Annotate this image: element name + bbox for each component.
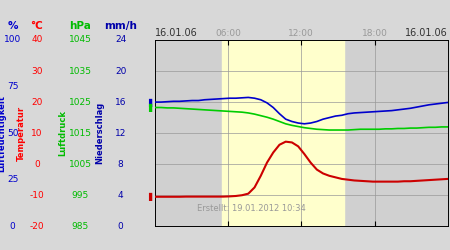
Text: 0: 0: [34, 160, 40, 169]
Text: hPa: hPa: [69, 21, 91, 31]
Text: 4: 4: [118, 191, 123, 200]
Text: Temperatur: Temperatur: [17, 106, 26, 161]
Text: ▌: ▌: [148, 103, 155, 112]
Text: mm/h: mm/h: [104, 21, 137, 31]
Text: 20: 20: [31, 98, 43, 106]
Text: 8: 8: [118, 160, 123, 169]
Text: 40: 40: [31, 36, 43, 44]
Text: 1015: 1015: [68, 128, 92, 138]
Text: 1005: 1005: [68, 160, 92, 169]
Text: 75: 75: [7, 82, 18, 91]
Text: 24: 24: [115, 36, 126, 44]
Text: ▌: ▌: [148, 192, 155, 201]
Text: -10: -10: [30, 191, 44, 200]
Text: 0: 0: [10, 222, 15, 231]
Text: Luftfeuchtigkeit: Luftfeuchtigkeit: [0, 94, 7, 172]
Text: °C: °C: [31, 21, 43, 31]
Text: 25: 25: [7, 175, 18, 184]
Text: %: %: [7, 21, 18, 31]
Text: 30: 30: [31, 66, 43, 76]
Text: 0: 0: [118, 222, 123, 231]
Text: Niederschlag: Niederschlag: [95, 102, 104, 164]
Text: 1045: 1045: [69, 36, 91, 44]
Text: Erstellt: 19.01.2012 10:34: Erstellt: 19.01.2012 10:34: [197, 204, 306, 213]
Text: 16.01.06: 16.01.06: [155, 28, 198, 38]
Text: Luftdruck: Luftdruck: [58, 110, 68, 156]
Text: 1025: 1025: [69, 98, 91, 106]
Text: ▌: ▌: [148, 98, 155, 106]
Text: 16: 16: [115, 98, 126, 106]
Text: 1035: 1035: [68, 66, 92, 76]
Text: -20: -20: [30, 222, 44, 231]
Text: 20: 20: [115, 66, 126, 76]
Text: 50: 50: [7, 128, 18, 138]
Text: 16.01.06: 16.01.06: [405, 28, 448, 38]
Text: 995: 995: [72, 191, 89, 200]
Bar: [222, 40, 344, 226]
Text: 12: 12: [115, 128, 126, 138]
Text: 10: 10: [31, 128, 43, 138]
Text: 100: 100: [4, 36, 21, 44]
Text: 985: 985: [72, 222, 89, 231]
